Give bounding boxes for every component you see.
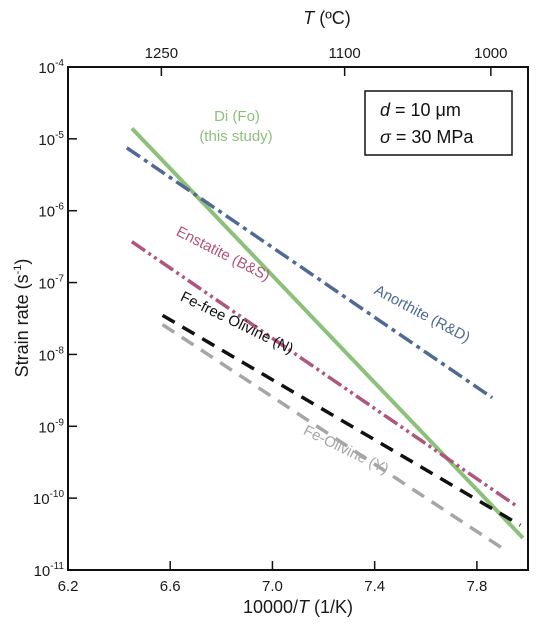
series-label-diopside: Di (Fo) bbox=[214, 108, 260, 125]
y-tick-label: 10-4 bbox=[38, 58, 64, 77]
top-axis-title-unit: (ºC) bbox=[314, 8, 351, 28]
parameters-box: d = 10 μm σ = 30 MPa bbox=[364, 90, 513, 156]
ticks-layer: 6.2 6.6 7.0 7.4 7.8 1250 1100 1000 10-11 10-10 10-… bbox=[33, 45, 508, 595]
y-axis-title-sup: -1 bbox=[12, 265, 24, 275]
y-tick-label: 10-5 bbox=[38, 130, 64, 149]
parameters-box-line1: d = 10 μm bbox=[380, 100, 461, 120]
parameters-box-line2: σ = 30 MPa bbox=[380, 127, 474, 147]
parameters-box-line1-symbol: d bbox=[380, 100, 391, 120]
plot-frame-group bbox=[67, 66, 529, 571]
x-axis-title: 10000/T (1/K) bbox=[243, 597, 353, 617]
top-tick-label: 1100 bbox=[329, 45, 361, 62]
series-label-anorthite: Anorthite (R&D) bbox=[371, 282, 472, 347]
series-label-fe-olivine: Fe-Olivine (Y) bbox=[301, 422, 392, 478]
series-label-fe-free-olivine: Fe-free Olivine (N) bbox=[178, 288, 296, 357]
x-tick-label: 7.0 bbox=[262, 578, 283, 595]
series-label-diopside-line2: (this study) bbox=[199, 128, 272, 145]
x-tick-label: 6.2 bbox=[58, 578, 79, 595]
parameters-box-line2-text: = 30 MPa bbox=[391, 127, 475, 147]
y-tick-label: 10-6 bbox=[38, 202, 64, 221]
y-axis-title: Strain rate (s-1) bbox=[12, 259, 32, 378]
plot-frame bbox=[67, 66, 529, 571]
series-line-3 bbox=[161, 313, 522, 527]
y-tick-label: 10-11 bbox=[34, 561, 65, 580]
top-axis-title: T (ºC) bbox=[303, 8, 351, 28]
x-axis-title-symbol: T bbox=[298, 597, 311, 617]
series-label-enstatite: Enstatite (B&S) bbox=[173, 223, 272, 285]
y-tick-label: 10-10 bbox=[33, 489, 65, 508]
series-line-1 bbox=[125, 146, 494, 400]
parameters-box-line2-symbol: σ bbox=[380, 127, 392, 147]
y-tick-label: 10-8 bbox=[38, 345, 64, 364]
top-tick-label: 1000 bbox=[474, 45, 507, 62]
x-axis-title-unit: (1/K) bbox=[309, 597, 353, 617]
y-axis-title-main: Strain rate (s bbox=[12, 274, 32, 377]
x-axis-title-main: 10000/ bbox=[243, 597, 298, 617]
parameters-box-line1-text: = 10 μm bbox=[390, 100, 461, 120]
parameters-box-frame bbox=[364, 90, 513, 156]
y-tick-label: 10-7 bbox=[38, 274, 64, 293]
y-axis-title-close: ) bbox=[12, 259, 32, 265]
y-tick-label: 10-9 bbox=[38, 417, 64, 436]
x-tick-label: 6.6 bbox=[160, 578, 181, 595]
series-line-0 bbox=[130, 126, 525, 540]
top-axis-title-symbol: T bbox=[303, 8, 316, 28]
x-tick-label: 7.4 bbox=[364, 578, 385, 595]
series-layer bbox=[125, 126, 525, 554]
series-line-2 bbox=[130, 240, 517, 507]
top-tick-label: 1250 bbox=[145, 45, 178, 62]
x-tick-label: 7.8 bbox=[466, 578, 487, 595]
